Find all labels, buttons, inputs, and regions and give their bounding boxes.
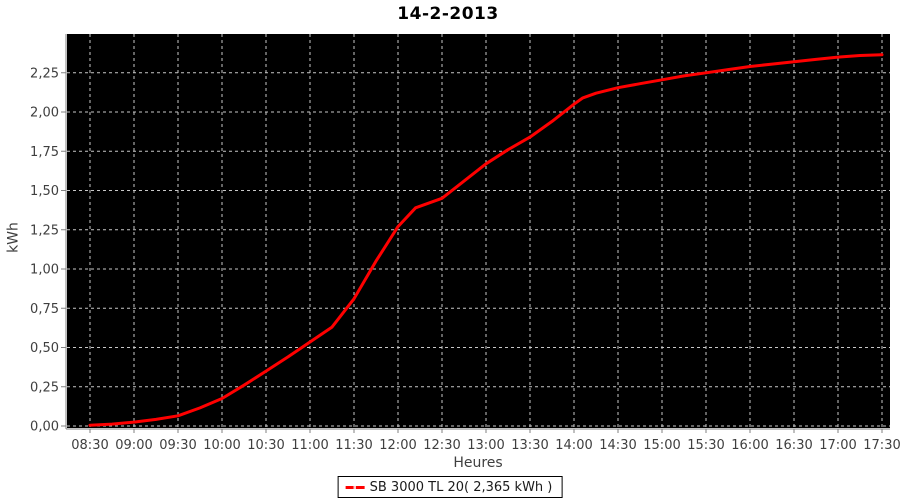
x-tick-label: 12:30 xyxy=(423,438,460,453)
legend-label: SB 3000 TL 20( 2,365 kWh ) xyxy=(369,479,553,495)
x-tick-label: 17:00 xyxy=(819,438,856,453)
legend-line-sample-icon xyxy=(345,485,365,489)
x-axis-title: Heures xyxy=(453,455,503,471)
y-axis-title: kWh xyxy=(5,222,22,253)
series-line xyxy=(88,53,884,427)
x-tick-label: 08:30 xyxy=(71,438,108,453)
chart-title: 14-2-2013 xyxy=(397,4,499,24)
plot-background xyxy=(67,34,890,428)
x-tick-label: 12:00 xyxy=(379,438,416,453)
y-tick-label: 0,00 xyxy=(30,420,59,435)
x-tick-label: 15:30 xyxy=(687,438,724,453)
y-tick-label: 1,75 xyxy=(30,145,59,160)
x-tick-label: 09:30 xyxy=(159,438,196,453)
x-tick-label: 16:30 xyxy=(775,438,812,453)
x-tick-label: 09:00 xyxy=(115,438,152,453)
y-tick-label: 0,25 xyxy=(30,380,59,395)
x-tick-label: 13:00 xyxy=(467,438,504,453)
x-tick-label: 16:00 xyxy=(731,438,768,453)
y-tick-label: 2,25 xyxy=(30,66,59,81)
x-tick-label: 11:30 xyxy=(335,438,372,453)
y-tick-label: 2,00 xyxy=(30,106,59,121)
x-tick-label: 14:00 xyxy=(555,438,592,453)
x-tick-label: 13:30 xyxy=(511,438,548,453)
x-tick-label: 10:30 xyxy=(247,438,284,453)
x-tick-label: 17:30 xyxy=(863,438,900,453)
x-tick-label: 15:00 xyxy=(643,438,680,453)
x-tick-label: 11:00 xyxy=(291,438,328,453)
x-tick-label: 14:30 xyxy=(599,438,636,453)
y-tick-label: 1,25 xyxy=(30,223,59,238)
y-tick-label: 1,50 xyxy=(30,184,59,199)
y-tick-label: 1,00 xyxy=(30,263,59,278)
x-tick-label: 10:00 xyxy=(203,438,240,453)
legend: SB 3000 TL 20( 2,365 kWh ) xyxy=(337,476,563,498)
y-tick-label: 0,50 xyxy=(30,341,59,356)
y-tick-label: 0,75 xyxy=(30,302,59,317)
